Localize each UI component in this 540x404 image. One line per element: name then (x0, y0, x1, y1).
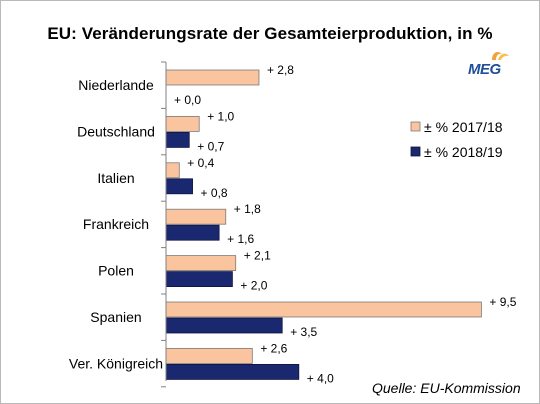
value-label: + 9,5 (489, 295, 516, 309)
bar-2017-18 (165, 301, 482, 318)
value-label: + 2,0 (240, 279, 267, 293)
bar-2018-19 (165, 178, 193, 195)
value-label: + 1,6 (227, 232, 254, 246)
category-label: Ver. Königreich (69, 355, 163, 371)
bar-2018-19 (165, 224, 220, 241)
bar-2017-18 (165, 162, 180, 179)
bar-2018-19 (165, 363, 300, 380)
value-label: + 1,8 (234, 202, 261, 216)
category-label: Spanien (90, 309, 141, 325)
chart-title: EU: Veränderungsrate der Gesamteierprodu… (47, 24, 493, 43)
category-label: Frankreich (83, 216, 149, 232)
bar-2017-18 (165, 255, 237, 272)
legend-swatch-2017-18 (410, 121, 421, 132)
category-label: Polen (98, 263, 134, 279)
bar-2018-19 (165, 271, 233, 288)
legend-label: ± % 2017/18 (424, 119, 503, 135)
category-label: Italien (97, 170, 134, 186)
legend-label: ± % 2018/19 (424, 144, 503, 160)
value-label: + 2,8 (267, 63, 294, 77)
category-label: Deutschland (77, 123, 155, 139)
value-label: + 3,5 (290, 325, 317, 339)
legend-swatch-2018-19 (410, 146, 421, 157)
bar-2017-18 (165, 208, 227, 225)
value-label: + 4,0 (307, 371, 334, 385)
value-label: + 2,6 (260, 341, 287, 355)
category-label: Niederlande (78, 77, 154, 93)
bar-2017-18 (165, 347, 253, 364)
bar-2017-18 (165, 69, 260, 86)
source-note: Quelle: EU-Kommission (372, 380, 521, 396)
value-label: + 2,1 (244, 249, 271, 263)
value-label: + 1,0 (207, 109, 234, 123)
meg-logo-icon (492, 52, 509, 60)
bar-2018-19 (165, 317, 283, 334)
value-label: + 0,7 (197, 139, 224, 153)
meg-logo-text: MEG (468, 61, 501, 78)
bar-2018-19 (165, 131, 190, 148)
value-label: + 0,8 (201, 186, 228, 200)
value-label: + 0,4 (187, 156, 214, 170)
value-label: + 0,0 (174, 93, 201, 107)
bar-2017-18 (165, 116, 200, 132)
